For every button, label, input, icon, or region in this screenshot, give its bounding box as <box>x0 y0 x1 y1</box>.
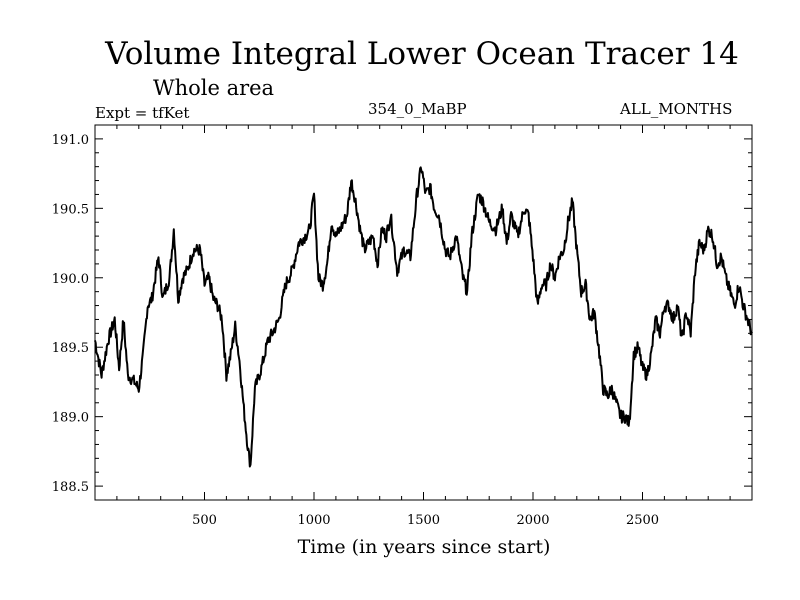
y-tick-label: 190.0 <box>52 272 89 287</box>
x-tick-label: 500 <box>192 513 217 528</box>
x-tick-label: 2500 <box>626 513 659 528</box>
axis-ticks <box>95 124 752 501</box>
y-tick-label: 189.0 <box>52 411 89 426</box>
chart-title: Volume Integral Lower Ocean Tracer 14 <box>105 36 739 72</box>
period-label: 354_0_MaBP <box>368 100 467 118</box>
experiment-label: Expt = tfKet <box>95 104 190 122</box>
y-tick-label: 188.5 <box>52 480 89 495</box>
chart-subtitle: Whole area <box>153 76 275 100</box>
y-tick-label: 189.5 <box>52 341 89 356</box>
x-axis-label: Time (in years since start) <box>297 536 551 558</box>
y-tick-label: 191.0 <box>52 133 89 148</box>
months-label: ALL_MONTHS <box>620 100 733 118</box>
x-tick-label: 2000 <box>516 513 549 528</box>
series-line <box>94 166 753 468</box>
x-tick-label: 1000 <box>297 513 330 528</box>
tick-labels: 188.5 189.0 189.5 190.0 190.5 191.0 500 1000 150… <box>52 133 659 528</box>
x-tick-label: 1500 <box>407 513 440 528</box>
y-tick-label: 190.5 <box>52 202 89 217</box>
